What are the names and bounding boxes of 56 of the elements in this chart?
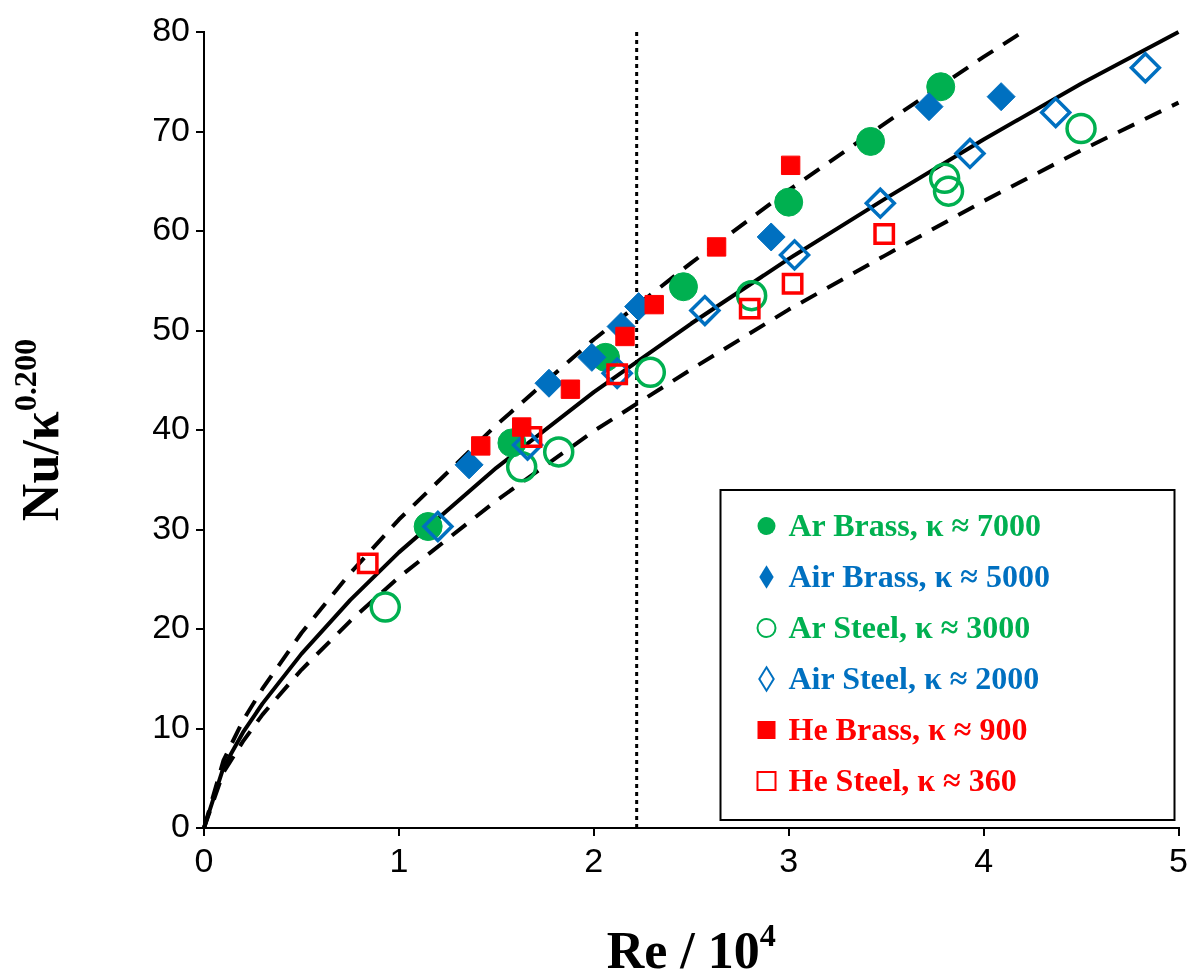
x-tick-label: 0 (194, 840, 214, 879)
x-tick-label: 3 (779, 840, 799, 879)
point (560, 379, 581, 399)
point (634, 356, 667, 389)
y-tick-label: 50 (152, 308, 190, 347)
point (668, 272, 698, 302)
y-tick-label: 80 (152, 10, 190, 49)
point (505, 451, 538, 483)
point (864, 187, 897, 219)
point (954, 137, 986, 170)
point (1039, 96, 1072, 129)
point (780, 155, 801, 176)
legend-label: Air Brass, κ ≈ 5000 (788, 558, 1050, 595)
legend-label: Air Steel, κ ≈ 2000 (788, 660, 1040, 697)
y-tick-label: 40 (152, 408, 190, 447)
point (706, 237, 727, 257)
y-tick-label: 70 (152, 109, 190, 148)
point (454, 450, 484, 480)
x-tick-label: 1 (389, 840, 409, 879)
point (928, 162, 961, 195)
point (738, 297, 761, 320)
legend-label: Ar Brass, κ ≈ 7000 (788, 507, 1042, 544)
legend-label: He Steel, κ ≈ 360 (788, 762, 1017, 799)
point (774, 187, 804, 217)
y-tick-label: 0 (171, 806, 190, 845)
point (778, 239, 811, 271)
point (644, 294, 664, 315)
point (856, 126, 886, 156)
point (986, 82, 1016, 112)
point (577, 342, 607, 372)
x-tick-label: 5 (1169, 840, 1188, 879)
y-tick-label: 60 (152, 209, 190, 248)
point (534, 368, 564, 398)
point (932, 175, 965, 207)
legend-label: He Brass, κ ≈ 900 (788, 711, 1028, 748)
y-tick-label: 30 (152, 507, 190, 546)
point (1065, 112, 1097, 145)
x-tick-label: 2 (584, 840, 604, 879)
y-axis-title: Nu/κ0.200 (7, 338, 69, 522)
y-tick-label: 10 (152, 706, 190, 745)
point (615, 326, 635, 347)
point (914, 92, 944, 122)
point (873, 223, 896, 245)
point (422, 510, 454, 543)
point (689, 294, 721, 327)
y-tick-label: 20 (152, 607, 190, 646)
point (926, 72, 956, 102)
point (356, 552, 379, 575)
x-tick-label: 4 (974, 840, 994, 879)
legend-label: Ar Steel, κ ≈ 3000 (788, 609, 1031, 646)
point (369, 591, 402, 623)
point (471, 436, 491, 456)
point (756, 222, 786, 252)
point (542, 436, 575, 468)
point (781, 272, 804, 295)
point (1129, 52, 1162, 84)
